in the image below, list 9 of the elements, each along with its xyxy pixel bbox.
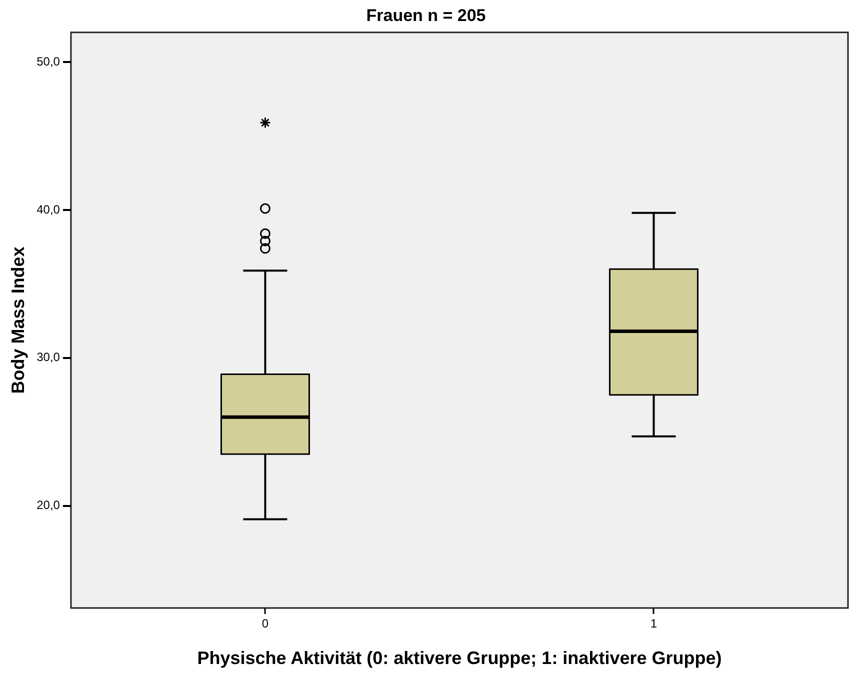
x-axis-title: Physische Aktivität (0: aktivere Gruppe; 1: inaktivere Gruppe) [197, 648, 722, 668]
x-tick-label: 1 [650, 616, 658, 631]
x-tick-label: 0 [262, 616, 269, 631]
y-tick-label: 20,0 [36, 498, 60, 512]
y-axis-title: Body Mass Index [8, 246, 28, 394]
y-tick-label: 40,0 [36, 202, 60, 216]
y-tick-label: 50,0 [36, 54, 60, 68]
y-tick-label: 30,0 [36, 350, 60, 364]
chart-title: Frauen n = 205 [366, 6, 486, 25]
